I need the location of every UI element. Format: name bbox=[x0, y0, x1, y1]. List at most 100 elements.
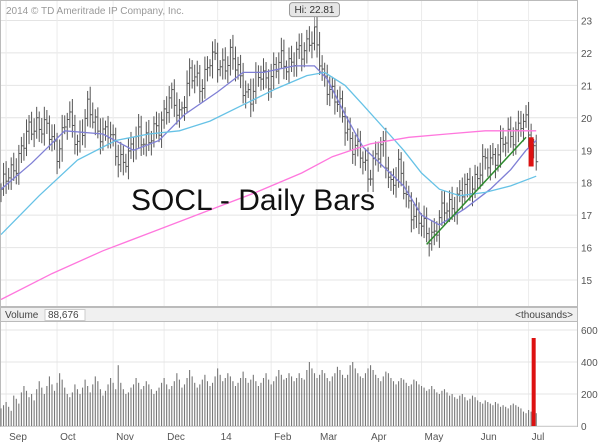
volume-bar bbox=[354, 368, 356, 426]
volume-bar bbox=[347, 374, 349, 426]
volume-bar bbox=[385, 371, 387, 426]
volume-bar bbox=[227, 373, 229, 426]
volume-bar bbox=[240, 378, 242, 426]
volume-bar bbox=[222, 381, 224, 426]
volume-bar bbox=[252, 374, 254, 426]
volume-bar bbox=[474, 397, 476, 426]
volume-bar bbox=[431, 386, 433, 426]
volume-bar bbox=[84, 379, 86, 426]
volume-bar bbox=[36, 389, 38, 426]
copyright-text: 2014 © TD Ameritrade IP Company, Inc. bbox=[6, 6, 184, 17]
volume-bar bbox=[245, 378, 247, 426]
volume-bar bbox=[313, 373, 316, 426]
volume-bar bbox=[46, 386, 48, 426]
volume-bar bbox=[415, 381, 417, 426]
volume-bar bbox=[41, 387, 43, 426]
volume-bar bbox=[214, 376, 216, 426]
volume-bar bbox=[471, 395, 474, 426]
volume-bar bbox=[329, 381, 331, 426]
volume-bar bbox=[311, 368, 313, 426]
volume-bar bbox=[296, 378, 298, 426]
volume-bar bbox=[8, 406, 10, 426]
volume-bar bbox=[173, 381, 175, 426]
volume-bar bbox=[5, 402, 7, 426]
volume-bar bbox=[153, 394, 155, 426]
volume-bar bbox=[140, 389, 142, 426]
volume-bar bbox=[115, 389, 117, 426]
volume-bar bbox=[375, 374, 377, 426]
volume-bar bbox=[257, 386, 259, 426]
volume-bar bbox=[426, 390, 428, 426]
volume-bar bbox=[502, 405, 504, 426]
volume-bar bbox=[10, 410, 12, 426]
price-axis: 15 16 17 18 19 20 21 22 23 bbox=[581, 16, 593, 287]
volume-bar bbox=[449, 395, 451, 426]
volume-bar bbox=[125, 394, 127, 426]
volume-bar bbox=[18, 403, 20, 426]
volume-bar bbox=[194, 382, 196, 426]
volume-bar bbox=[89, 392, 91, 426]
volume-bar bbox=[82, 387, 84, 426]
volume-bar bbox=[38, 381, 40, 426]
volume-bar bbox=[387, 373, 389, 426]
volume-bar bbox=[372, 370, 374, 426]
volume-label: Volume bbox=[5, 310, 39, 321]
volume-bar bbox=[370, 365, 372, 426]
month-tick-label: Apr bbox=[371, 432, 387, 443]
volume-bar bbox=[43, 394, 45, 426]
volume-bar bbox=[303, 379, 305, 426]
volume-bar bbox=[166, 384, 168, 426]
volume-tick-label: 600 bbox=[581, 326, 598, 337]
volume-bars bbox=[0, 338, 537, 426]
moving-average-line bbox=[0, 65, 537, 226]
volume-bar bbox=[15, 398, 17, 426]
volume-bar bbox=[525, 413, 527, 426]
volume-bar bbox=[461, 394, 463, 426]
volume-bar bbox=[217, 368, 219, 426]
volume-bar bbox=[102, 395, 104, 426]
price-tick-label: 15 bbox=[581, 276, 593, 287]
volume-bar bbox=[344, 378, 346, 426]
volume-bar bbox=[522, 411, 525, 426]
volume-bar bbox=[275, 376, 277, 426]
volume-bar bbox=[51, 384, 53, 426]
price-tick-label: 16 bbox=[581, 244, 593, 255]
volume-bar bbox=[405, 382, 407, 426]
volume-bar bbox=[232, 381, 234, 426]
volume-bar bbox=[321, 370, 323, 426]
volume-bar bbox=[319, 374, 321, 426]
volume-bar bbox=[268, 379, 270, 426]
volume-bar bbox=[186, 378, 188, 426]
volume-bar bbox=[484, 400, 486, 426]
volume-bar bbox=[135, 378, 137, 426]
volume-bar bbox=[122, 389, 124, 426]
volume-bar bbox=[0, 408, 2, 426]
volume-bar bbox=[499, 406, 502, 426]
volume-bar bbox=[120, 382, 122, 426]
volume-bar bbox=[229, 376, 231, 426]
volume-bar bbox=[349, 365, 351, 426]
price-tick-label: 19 bbox=[581, 146, 593, 157]
volume-bar bbox=[143, 386, 145, 426]
volume-bar bbox=[219, 374, 221, 426]
volume-bar bbox=[163, 378, 165, 426]
volume-bar bbox=[324, 373, 326, 426]
volume-bar bbox=[530, 411, 532, 426]
volume-bar bbox=[477, 400, 479, 426]
volume-tick-label: 400 bbox=[581, 358, 598, 369]
volume-bar bbox=[331, 376, 333, 426]
volume-bar bbox=[209, 386, 211, 426]
volume-bar bbox=[364, 373, 367, 426]
volume-bar bbox=[283, 379, 285, 426]
price-tick-label: 22 bbox=[581, 49, 593, 60]
volume-bar bbox=[262, 378, 265, 426]
volume-bar bbox=[132, 384, 135, 426]
volume-bar bbox=[79, 394, 81, 426]
volume-bar bbox=[265, 373, 267, 426]
volume-bar bbox=[33, 400, 35, 426]
month-tick-label: Jun bbox=[481, 432, 497, 443]
volume-bar bbox=[408, 386, 410, 426]
volume-bar bbox=[138, 382, 140, 426]
volume-bar bbox=[487, 402, 489, 426]
volume-bar bbox=[145, 381, 147, 426]
